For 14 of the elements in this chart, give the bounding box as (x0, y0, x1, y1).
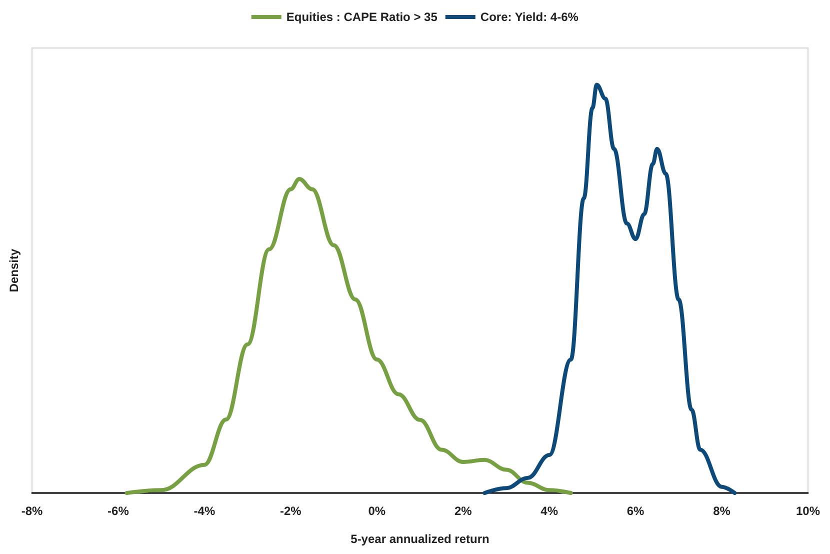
x-tick-label: 6% (626, 504, 645, 518)
x-tick-label: -6% (108, 504, 130, 518)
legend-label: Core: Yield: 4-6% (480, 10, 579, 24)
x-axis-title: 5-year annualized return (350, 532, 490, 546)
x-tick-label: -2% (280, 504, 302, 518)
x-tick-label: 10% (796, 504, 820, 518)
x-tick-label: 2% (454, 504, 472, 518)
x-tick-label: -4% (194, 504, 216, 518)
x-tick-label: 4% (540, 504, 558, 518)
y-axis-title: Density (7, 248, 21, 292)
x-tick-label: 0% (368, 504, 386, 518)
x-tick-label: -8% (21, 504, 43, 518)
x-tick-label: 8% (713, 504, 731, 518)
legend-label: Equities : CAPE Ratio > 35 (286, 10, 438, 24)
